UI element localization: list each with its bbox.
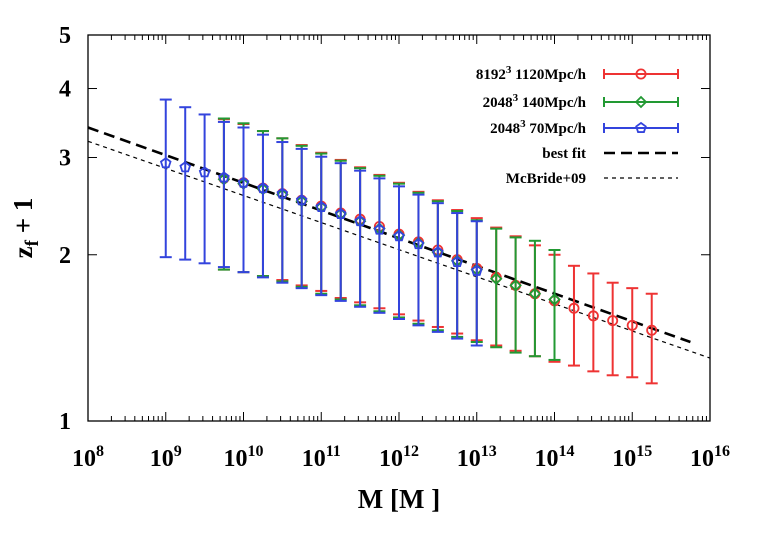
- x-tick-label: 1015: [612, 443, 652, 472]
- x-tick-exponent: 15: [636, 443, 652, 460]
- axis-ticks: [87, 34, 710, 422]
- data-point: [198, 166, 211, 178]
- legend-label: 20483 70Mpc/h: [490, 118, 587, 137]
- series-group: [217, 117, 561, 361]
- legend-label-rest: 140Mpc/h: [518, 95, 587, 111]
- legend-label: McBride+09: [506, 171, 586, 187]
- x-tick-label: 108: [72, 443, 104, 472]
- x-tick-label: 1012: [379, 443, 419, 472]
- legend-label-base: 2048: [490, 121, 520, 137]
- x-tick-base: 10: [72, 446, 96, 472]
- data-point: [607, 315, 619, 327]
- data-point: [626, 319, 638, 331]
- legend-label: 81923 1120Mpc/h: [476, 64, 587, 83]
- data-point: [528, 287, 542, 301]
- x-tick-exponent: 11: [326, 443, 341, 460]
- legend-label-exponent: 3: [506, 64, 512, 76]
- x-tick-exponent: 10: [248, 443, 264, 460]
- data-point: [354, 215, 366, 227]
- legend-label-base: 8192: [476, 67, 506, 83]
- y-axis-label: zf + 1: [8, 198, 43, 259]
- legend-label-exponent: 3: [513, 92, 519, 104]
- data-point: [635, 121, 647, 133]
- y-axis-label-main: z: [8, 246, 38, 258]
- data-point: [334, 207, 347, 219]
- data-point: [470, 264, 483, 276]
- x-tick-exponent: 14: [559, 443, 575, 460]
- x-tick-base: 10: [612, 446, 636, 472]
- y-tick-labels: 1 2 3 4 5: [59, 23, 71, 435]
- data-point: [315, 200, 328, 213]
- data-point: [159, 157, 172, 169]
- fit-line: [87, 126, 691, 344]
- legend-label: 20483 140Mpc/h: [483, 92, 587, 111]
- series-group: [159, 98, 483, 347]
- x-tick-exponent: 12: [403, 443, 419, 460]
- data-point: [509, 279, 522, 292]
- data-point: [373, 223, 386, 235]
- x-tick-label: 1011: [302, 443, 341, 472]
- legend-label-rest: 70Mpc/h: [526, 121, 587, 137]
- data-point: [634, 95, 648, 109]
- legend-label-exponent: 3: [520, 118, 526, 130]
- x-tick-labels: 108 109 1010 1011 1012 1013 1014 1015 1016: [72, 443, 730, 472]
- x-tick-base: 10: [379, 446, 403, 472]
- legend-label: best fit: [542, 146, 586, 162]
- x-tick-base: 10: [150, 446, 174, 472]
- y-tick-label: 2: [59, 243, 71, 269]
- data-point: [295, 194, 308, 206]
- data-point: [237, 176, 250, 188]
- x-tick-label: 109: [150, 443, 182, 472]
- data-point: [393, 230, 405, 242]
- x-tick-label: 1016: [690, 443, 730, 472]
- data-point: [646, 324, 658, 336]
- data-point: [548, 293, 561, 306]
- x-tick-exponent: 8: [96, 443, 104, 460]
- x-tick-base: 10: [224, 446, 248, 472]
- x-tick-base: 10: [690, 446, 714, 472]
- y-tick-label: 3: [59, 146, 71, 172]
- y-tick-label: 4: [59, 77, 71, 103]
- x-tick-label: 1010: [224, 443, 264, 472]
- x-axis-label: M [M ]: [358, 484, 440, 514]
- data-point: [451, 255, 463, 268]
- data-point: [587, 310, 599, 322]
- y-axis-label-suffix: + 1: [8, 198, 38, 240]
- data-point: [432, 246, 444, 258]
- data-series: [159, 98, 658, 385]
- data-point: [276, 187, 289, 199]
- legend-label-rest: 1120Mpc/h: [511, 67, 586, 83]
- data-point: [412, 238, 425, 250]
- data-point: [218, 171, 230, 183]
- data-point: [568, 302, 580, 314]
- y-tick-label: 5: [59, 23, 71, 49]
- data-point: [489, 272, 503, 285]
- data-point: [257, 182, 269, 194]
- x-tick-label: 1013: [457, 443, 497, 472]
- x-tick-exponent: 9: [174, 443, 182, 460]
- x-tick-base: 10: [535, 446, 559, 472]
- x-tick-exponent: 13: [481, 443, 497, 460]
- data-point: [635, 68, 647, 80]
- x-tick-exponent: 16: [714, 443, 730, 460]
- x-tick-label: 1014: [535, 443, 575, 472]
- x-tick-base: 10: [457, 446, 481, 472]
- legend-label-base: 2048: [483, 95, 513, 111]
- y-tick-label: 1: [59, 409, 71, 435]
- data-point: [179, 161, 192, 173]
- x-tick-base: 10: [302, 446, 326, 472]
- y-axis-label-sub: f: [22, 239, 43, 246]
